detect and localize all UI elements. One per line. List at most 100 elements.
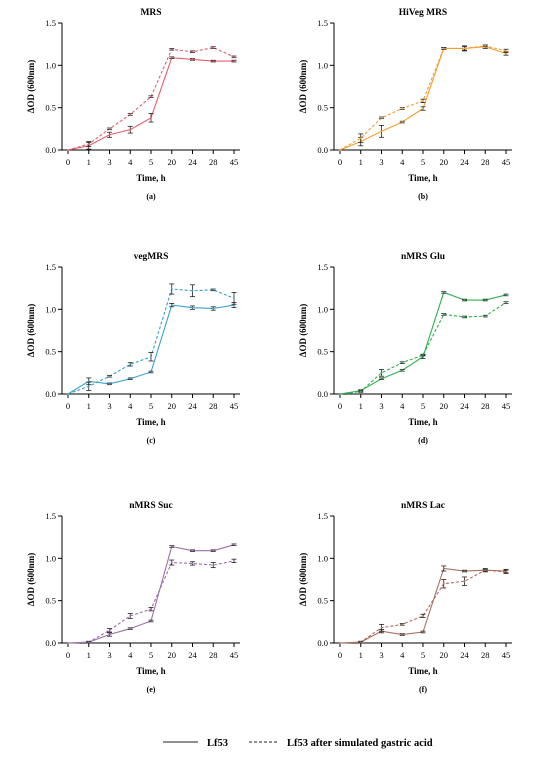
data-point <box>108 629 111 632</box>
data-point <box>150 608 152 611</box>
y-tick-label: 0.0 <box>317 389 328 399</box>
x-tick-label: 20 <box>440 650 449 660</box>
x-tick-label: 28 <box>481 401 490 411</box>
y-tick-label: 0.0 <box>317 638 328 648</box>
data-point <box>108 375 111 378</box>
x-tick-label: 4 <box>128 401 133 411</box>
data-point <box>212 549 215 552</box>
data-point <box>401 623 404 626</box>
data-point <box>463 316 466 318</box>
data-point <box>359 390 362 393</box>
y-axis-label: ΔOD (600nm) <box>26 304 36 357</box>
y-axis-label: ΔOD (600nm) <box>298 553 308 606</box>
data-point <box>191 306 194 309</box>
data-point <box>233 543 235 546</box>
x-tick-label: 0 <box>338 157 342 167</box>
data-point <box>401 121 404 123</box>
x-tick-label: 1 <box>87 650 91 660</box>
data-point <box>463 47 466 50</box>
y-tick-label: 0.0 <box>317 145 328 155</box>
x-tick-label: 0 <box>338 401 342 411</box>
data-point <box>129 128 132 131</box>
data-point <box>129 377 132 380</box>
y-tick-label: 1.0 <box>317 553 328 563</box>
x-tick-label: 3 <box>107 401 111 411</box>
data-point <box>339 393 341 395</box>
series-solid <box>67 543 237 644</box>
x-axis-label: Time, h <box>408 666 437 676</box>
data-point <box>380 377 383 380</box>
data-point <box>401 107 404 110</box>
x-axis-label: Time, h <box>136 417 165 427</box>
data-point <box>442 313 445 316</box>
series-solid <box>67 302 237 395</box>
x-tick-label: 45 <box>502 650 511 660</box>
y-axis-label: ΔOD (600nm) <box>26 553 36 606</box>
data-point <box>150 116 152 119</box>
x-tick-label: 3 <box>379 157 383 167</box>
data-point <box>150 95 152 98</box>
x-tick-label: 3 <box>379 650 383 660</box>
data-point <box>212 564 215 567</box>
y-tick-label: 1.0 <box>45 60 56 70</box>
data-point <box>380 371 383 374</box>
series-solid <box>339 565 509 644</box>
y-tick-label: 0.0 <box>45 145 56 155</box>
x-tick-label: 4 <box>400 157 405 167</box>
y-tick-label: 1.0 <box>317 60 328 70</box>
x-tick-label: 4 <box>128 157 133 167</box>
data-point <box>401 361 404 364</box>
data-point <box>170 545 173 548</box>
y-tick-label: 1.5 <box>317 262 328 272</box>
y-tick-label: 1.5 <box>45 18 56 28</box>
data-point <box>422 99 424 102</box>
x-tick-label: 28 <box>209 157 218 167</box>
y-tick-label: 0.0 <box>45 638 56 648</box>
series-line <box>339 302 507 395</box>
series-line <box>67 46 235 151</box>
x-tick-label: 20 <box>168 401 177 411</box>
x-axis-label: Time, h <box>408 173 437 183</box>
data-point <box>422 354 424 356</box>
data-point <box>212 307 215 310</box>
x-tick-label: 45 <box>230 157 239 167</box>
data-point <box>108 633 111 636</box>
y-tick-label: 0.0 <box>45 389 56 399</box>
data-point <box>505 294 507 296</box>
data-point <box>380 130 383 133</box>
data-point <box>339 149 341 151</box>
x-tick-label: 5 <box>149 157 153 167</box>
x-tick-label: 0 <box>66 157 70 167</box>
data-point <box>191 58 194 61</box>
data-point <box>359 137 362 140</box>
panel-label: (a) <box>146 192 156 201</box>
chart-title: nMRS Suc <box>129 501 173 511</box>
data-point <box>484 44 487 47</box>
x-tick-label: 28 <box>481 650 490 660</box>
x-tick-label: 1 <box>359 650 363 660</box>
x-tick-label: 24 <box>460 401 469 411</box>
data-point <box>212 288 215 291</box>
chart-title: nMRS Glu <box>401 252 446 262</box>
data-point <box>87 385 90 388</box>
data-point <box>380 116 383 119</box>
data-point <box>129 615 132 617</box>
panel-label: (b) <box>418 192 428 201</box>
x-axis-label: Time, h <box>136 173 165 183</box>
series-dashed <box>339 301 509 395</box>
x-tick-label: 5 <box>421 401 425 411</box>
data-point <box>505 301 507 304</box>
series-line <box>67 304 235 395</box>
data-point <box>442 291 445 294</box>
x-tick-label: 3 <box>379 401 383 411</box>
data-point <box>170 48 173 51</box>
y-axis-label: ΔOD (600nm) <box>26 60 36 113</box>
data-point <box>422 615 424 617</box>
data-point <box>191 562 194 565</box>
x-tick-label: 24 <box>188 157 197 167</box>
x-tick-label: 4 <box>400 650 405 660</box>
